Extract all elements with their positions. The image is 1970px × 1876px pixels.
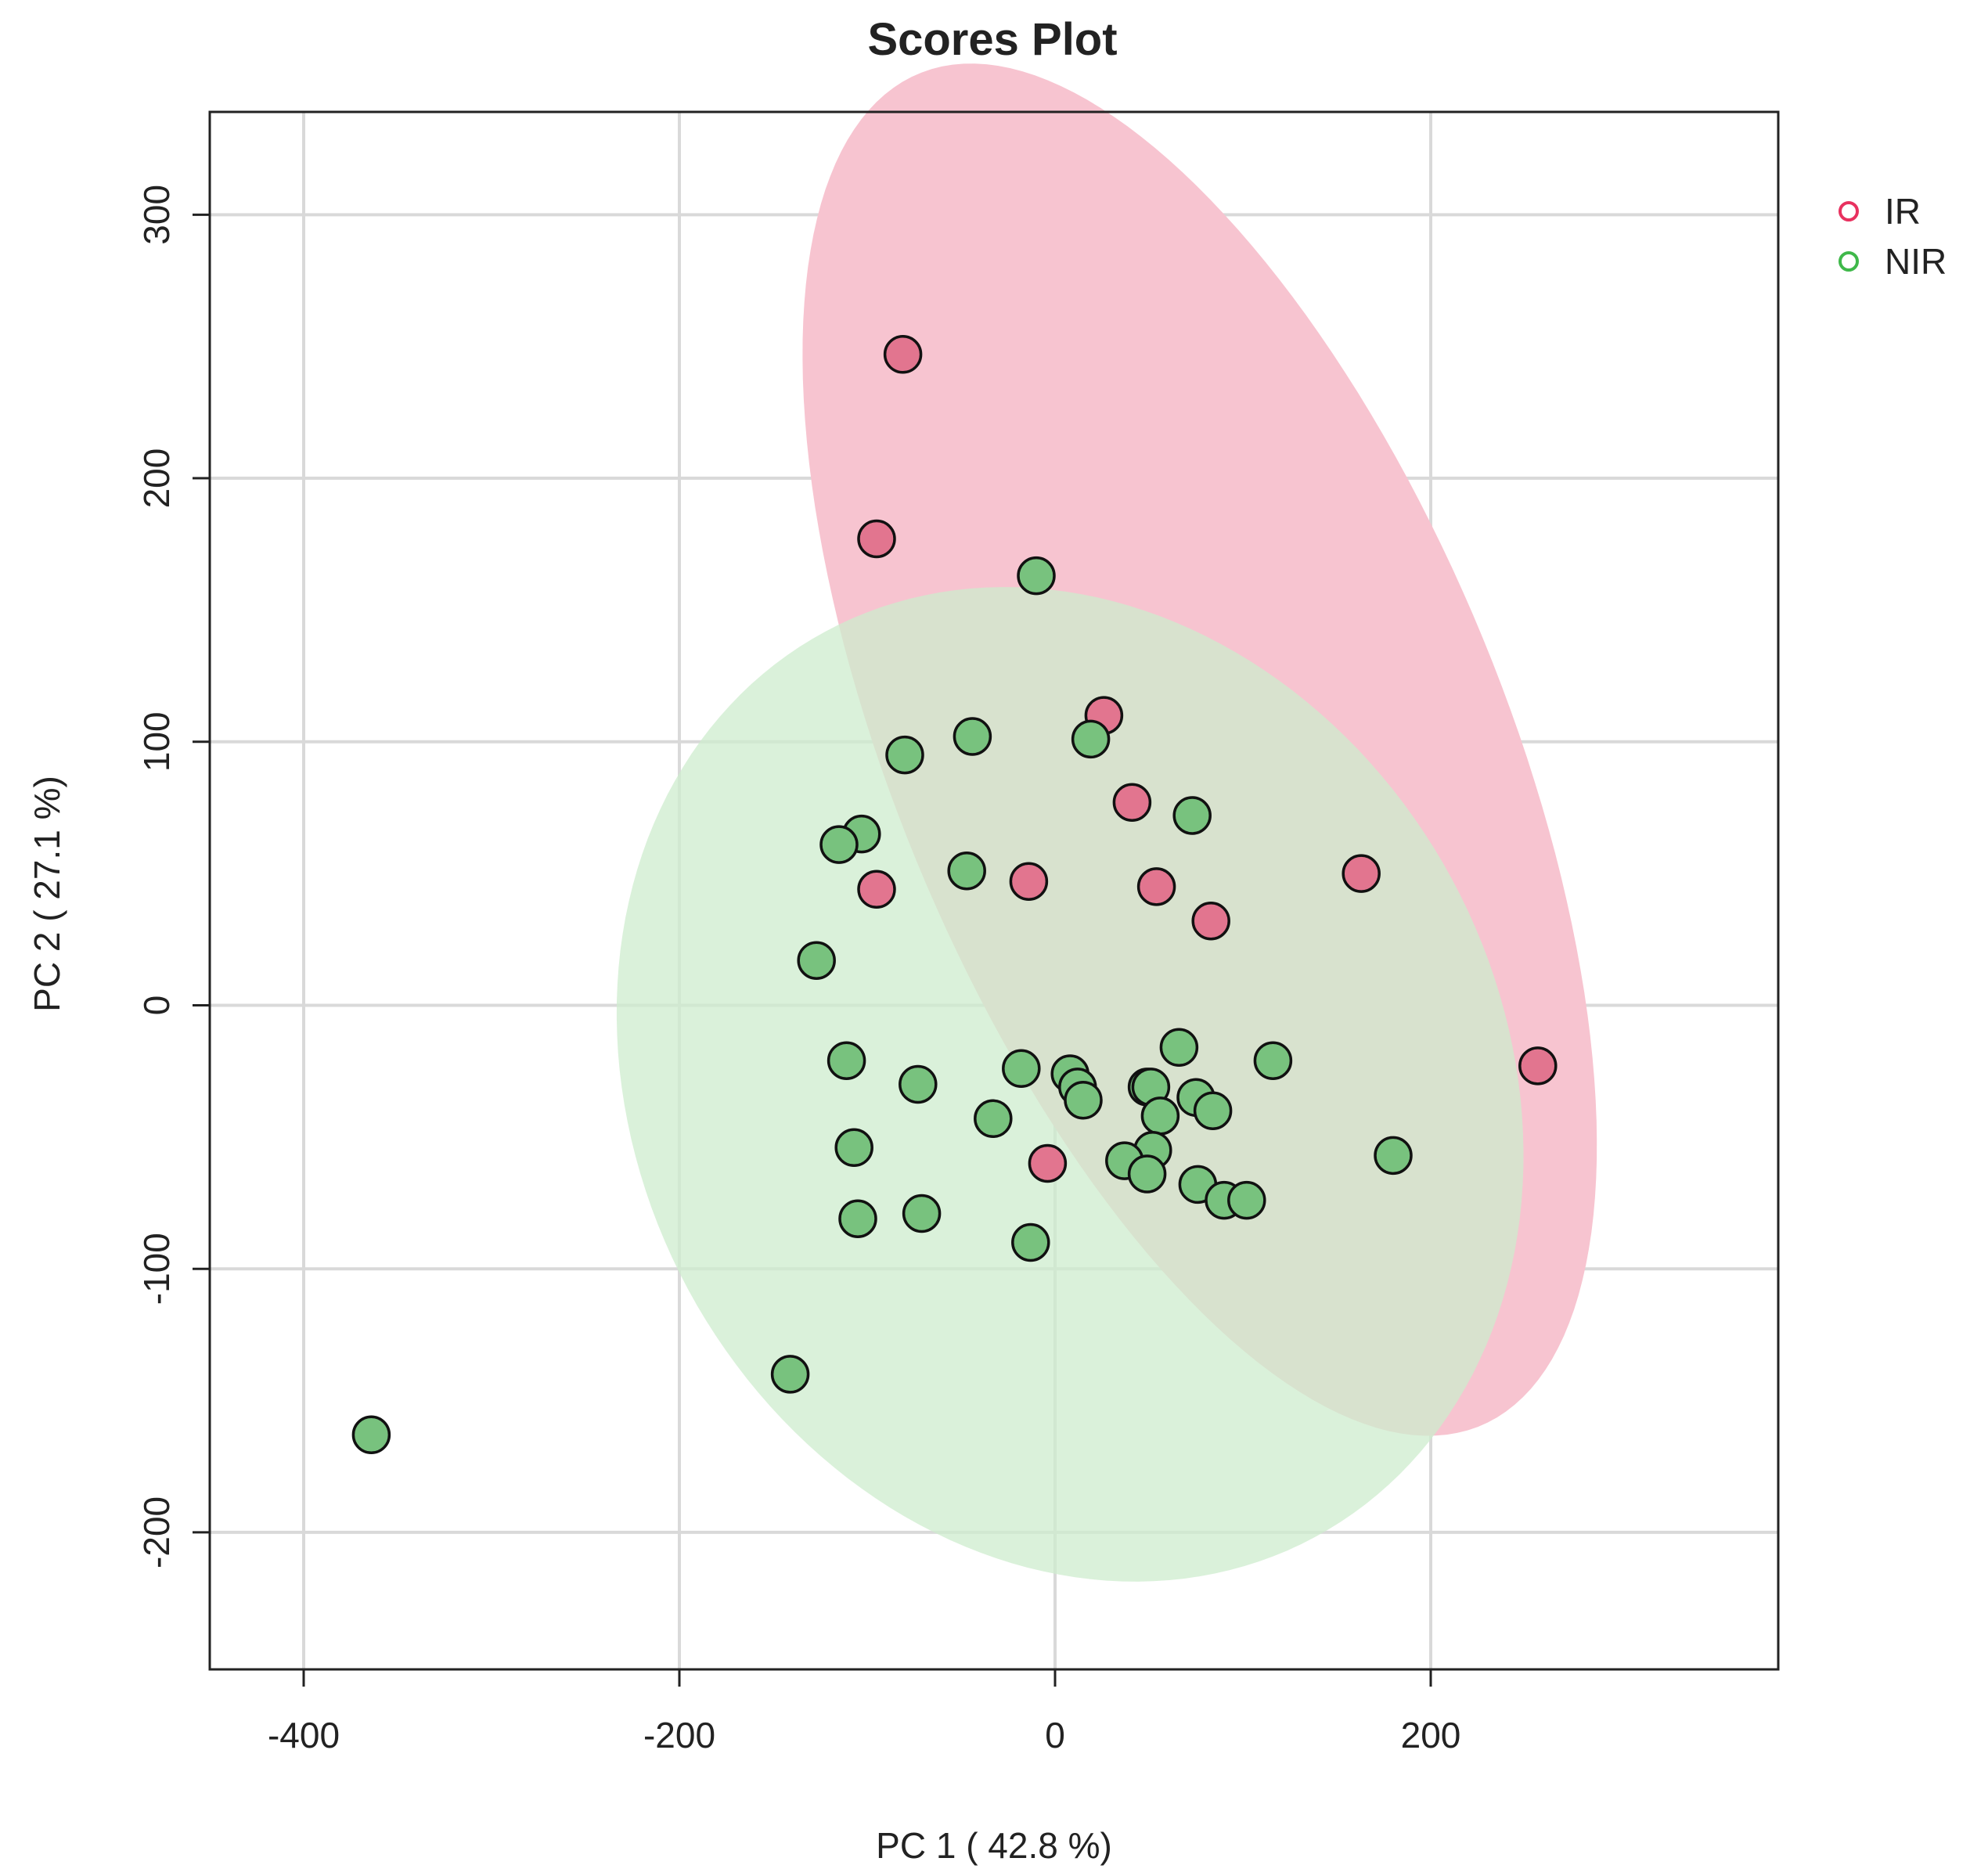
data-points [351,335,1558,1455]
legend-marker-ir [1839,201,1859,221]
legend-marker-nir [1839,251,1859,272]
point-nir [947,851,986,891]
point-nir [953,717,992,756]
point-ir [857,870,896,909]
point-nir [902,1194,942,1233]
chart-title: Scores Plot [867,14,1117,65]
point-nir [974,1099,1013,1139]
y-axis-label: PC 2 ( 27.1 %) [27,776,67,1012]
point-nir [797,941,836,980]
y-tick-label: 100 [136,711,177,772]
point-nir [1140,1096,1180,1136]
point-nir [1071,719,1111,759]
point-nir [834,1128,873,1168]
point-nir [1374,1136,1413,1176]
point-ir [1136,867,1176,906]
point-nir [770,1355,810,1394]
y-tick-label: 300 [136,185,177,245]
point-ir [1342,854,1381,893]
point-ir [1518,1046,1558,1086]
confidence-ellipses [616,63,1597,1582]
point-ir [857,519,896,559]
x-tick-label: -200 [643,1715,715,1755]
point-nir [1011,1222,1050,1262]
x-axis-label: PC 1 ( 42.8 %) [876,1825,1112,1866]
point-nir [827,1041,866,1080]
point-ir [883,335,923,374]
x-tick-label: 0 [1045,1715,1065,1755]
point-nir [838,1199,877,1238]
point-nir [1159,1028,1199,1068]
point-nir [351,1415,391,1455]
plot-frame [208,110,1780,1671]
point-nir [899,1064,938,1104]
y-tick-label: -100 [136,1233,177,1305]
y-tick-label: -200 [136,1496,177,1568]
point-nir [1002,1049,1041,1089]
point-ir [1028,1143,1068,1183]
point-nir [885,735,924,775]
point-nir [1193,1091,1233,1130]
point-ir [1009,862,1049,901]
y-tick-label: 0 [136,996,177,1016]
axes: -400 -200 0 200 -200 -100 0 100 200 300 [136,185,1460,1755]
legend-label-nir: NIR [1885,241,1947,282]
point-nir [1017,556,1056,596]
point-nir [1227,1180,1266,1220]
point-nir [1172,796,1212,835]
point-ir [1112,783,1152,822]
point-nir [1064,1080,1103,1120]
y-tick-label: 200 [136,448,177,509]
x-tick-label: -400 [268,1715,340,1755]
legend: IR NIR [1839,191,1947,282]
point-nir [1253,1041,1293,1080]
x-tick-label: 200 [1401,1715,1461,1755]
legend-label-ir: IR [1885,191,1921,232]
point-nir [819,825,859,864]
point-nir [1127,1154,1167,1194]
point-ir [1191,901,1230,941]
